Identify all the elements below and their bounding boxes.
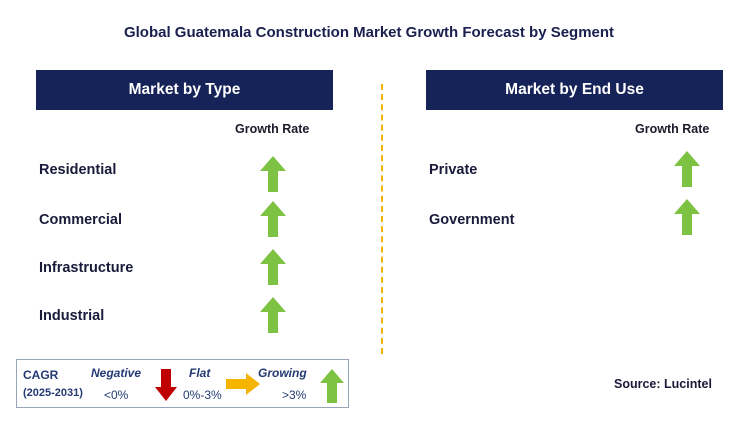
legend-growing-range: >3%: [282, 388, 307, 402]
negative-arrow-icon: [155, 369, 177, 401]
legend-flat-label: Flat: [189, 366, 211, 380]
legend-negative-range: <0%: [104, 388, 129, 402]
type-growth-rate-header: Growth Rate: [235, 122, 310, 136]
legend-period: (2025-2031): [23, 387, 83, 399]
legend-cagr-label: CAGR: [23, 368, 59, 382]
panel-divider: [381, 84, 383, 354]
type-row-label: Residential: [39, 162, 117, 178]
growing-arrow-icon: [260, 201, 286, 237]
end-use-row-label: Private: [429, 162, 478, 178]
type-panel-header: Market by Type: [36, 70, 333, 110]
growing-arrow-icon: [674, 199, 700, 235]
end-use-row-label: Government: [429, 212, 515, 228]
legend-flat-range: 0%-3%: [183, 388, 222, 402]
growing-arrow-icon: [260, 156, 286, 192]
type-row-label: Infrastructure: [39, 260, 134, 276]
type-row-label: Commercial: [39, 212, 123, 228]
growing-arrow-icon: [260, 249, 286, 285]
growing-arrow-icon: [320, 369, 344, 403]
growing-arrow-icon: [674, 151, 700, 187]
end-use-growth-rate-header: Growth Rate: [635, 122, 710, 136]
end-use-panel-header: Market by End Use: [426, 70, 723, 110]
legend-negative-label: Negative: [91, 366, 142, 380]
diagram-title: Global Guatemala Construction Market Gro…: [123, 24, 615, 41]
flat-arrow-icon: [226, 373, 260, 395]
legend-growing-label: Growing: [258, 366, 307, 380]
source-note: Source: Lucintel: [614, 377, 712, 391]
type-row-label: Industrial: [39, 308, 105, 324]
growing-arrow-icon: [260, 297, 286, 333]
cagr-legend: CAGR (2025-2031) Negative <0% Flat 0%-3%…: [16, 359, 349, 408]
